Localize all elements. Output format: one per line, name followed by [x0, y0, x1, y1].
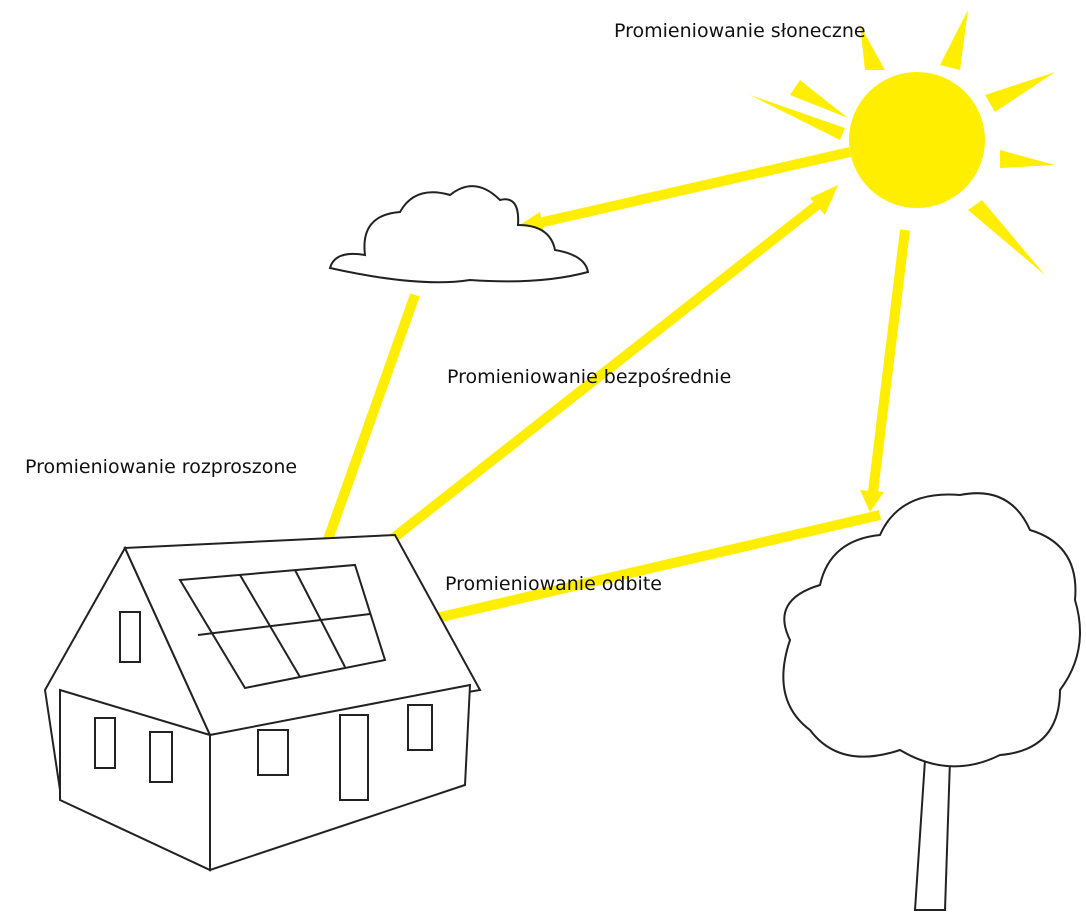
- house: [43, 533, 482, 872]
- solar-label: Promieniowanie słoneczne: [614, 20, 866, 42]
- diffuse-label: Promieniowanie rozproszone: [25, 456, 297, 478]
- reflected-label: Promieniowanie odbite: [445, 573, 662, 595]
- cloud: [328, 185, 590, 284]
- tree: [782, 492, 1081, 911]
- direct-label: Promieniowanie bezpośrednie: [447, 366, 731, 388]
- sun: [750, 10, 1055, 275]
